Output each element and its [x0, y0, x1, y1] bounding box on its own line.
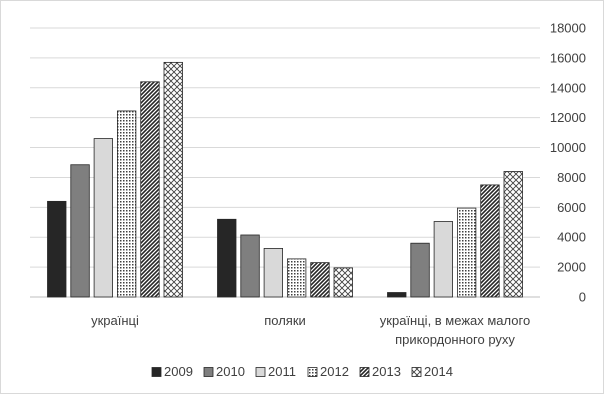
bar-2009-1: [217, 218, 237, 298]
legend-swatch-2014: [411, 367, 422, 377]
bar-2011-0: [93, 138, 113, 298]
bars: [47, 61, 523, 298]
bar-2014-2: [503, 171, 523, 298]
legend-label-2009: 2009: [164, 364, 193, 379]
bar-2012-2: [456, 207, 477, 298]
bar-2011-1: [263, 248, 284, 298]
legend-label-2011: 2011: [268, 364, 296, 379]
y-axis-ticks: 0 2000 4000 6000 8000 10000 12000 14000 16000 180…: [550, 21, 586, 305]
bar-2010-1: [240, 234, 260, 298]
category-label: прикордонного руху: [395, 332, 515, 347]
y-tick-label: 6000: [557, 200, 586, 215]
legend-label-2010: 2010: [216, 364, 245, 379]
bar-2013-0: [140, 81, 160, 298]
y-tick-label: 12000: [550, 110, 586, 125]
bar-2012-0: [117, 110, 137, 298]
legend-label-2014: 2014: [424, 364, 453, 379]
bar-2013-1: [310, 262, 330, 298]
category-labels: українці поляки українці, в межах малого пр…: [91, 313, 530, 347]
y-tick-label: 0: [579, 290, 586, 305]
category-label: поляки: [264, 313, 306, 328]
y-tick-label: 8000: [557, 170, 586, 185]
legend-swatch-2013: [359, 367, 370, 377]
category-label: українці, в межах малого: [380, 313, 530, 328]
legend-swatch-2010: [203, 367, 214, 377]
legend: 2009 2010 2011 2012 2013 2014: [151, 364, 453, 379]
y-tick-label: 14000: [550, 80, 586, 95]
bar-2010-0: [70, 164, 90, 298]
gridlines: [30, 27, 540, 298]
y-tick-label: 16000: [550, 50, 586, 65]
bar-2011-2: [433, 221, 454, 298]
bar-2009-0: [47, 200, 67, 298]
legend-swatch-2009: [151, 367, 162, 377]
legend-swatch-2012: [307, 367, 318, 377]
legend-label-2013: 2013: [372, 364, 401, 379]
bar-2013-2: [480, 184, 500, 298]
y-tick-label: 18000: [550, 21, 586, 36]
bar-2012-1: [286, 258, 307, 298]
y-tick-label: 10000: [550, 140, 586, 155]
bar-2010-2: [410, 242, 430, 298]
bar-2014-0: [163, 61, 183, 298]
bar-2009-2: [387, 292, 407, 298]
bar-2014-1: [333, 267, 353, 298]
legend-swatch-2011: [255, 367, 266, 377]
y-tick-label: 4000: [557, 230, 586, 245]
y-tick-label: 2000: [557, 260, 586, 275]
legend-label-2012: 2012: [320, 364, 349, 379]
category-label: українці: [91, 313, 139, 328]
